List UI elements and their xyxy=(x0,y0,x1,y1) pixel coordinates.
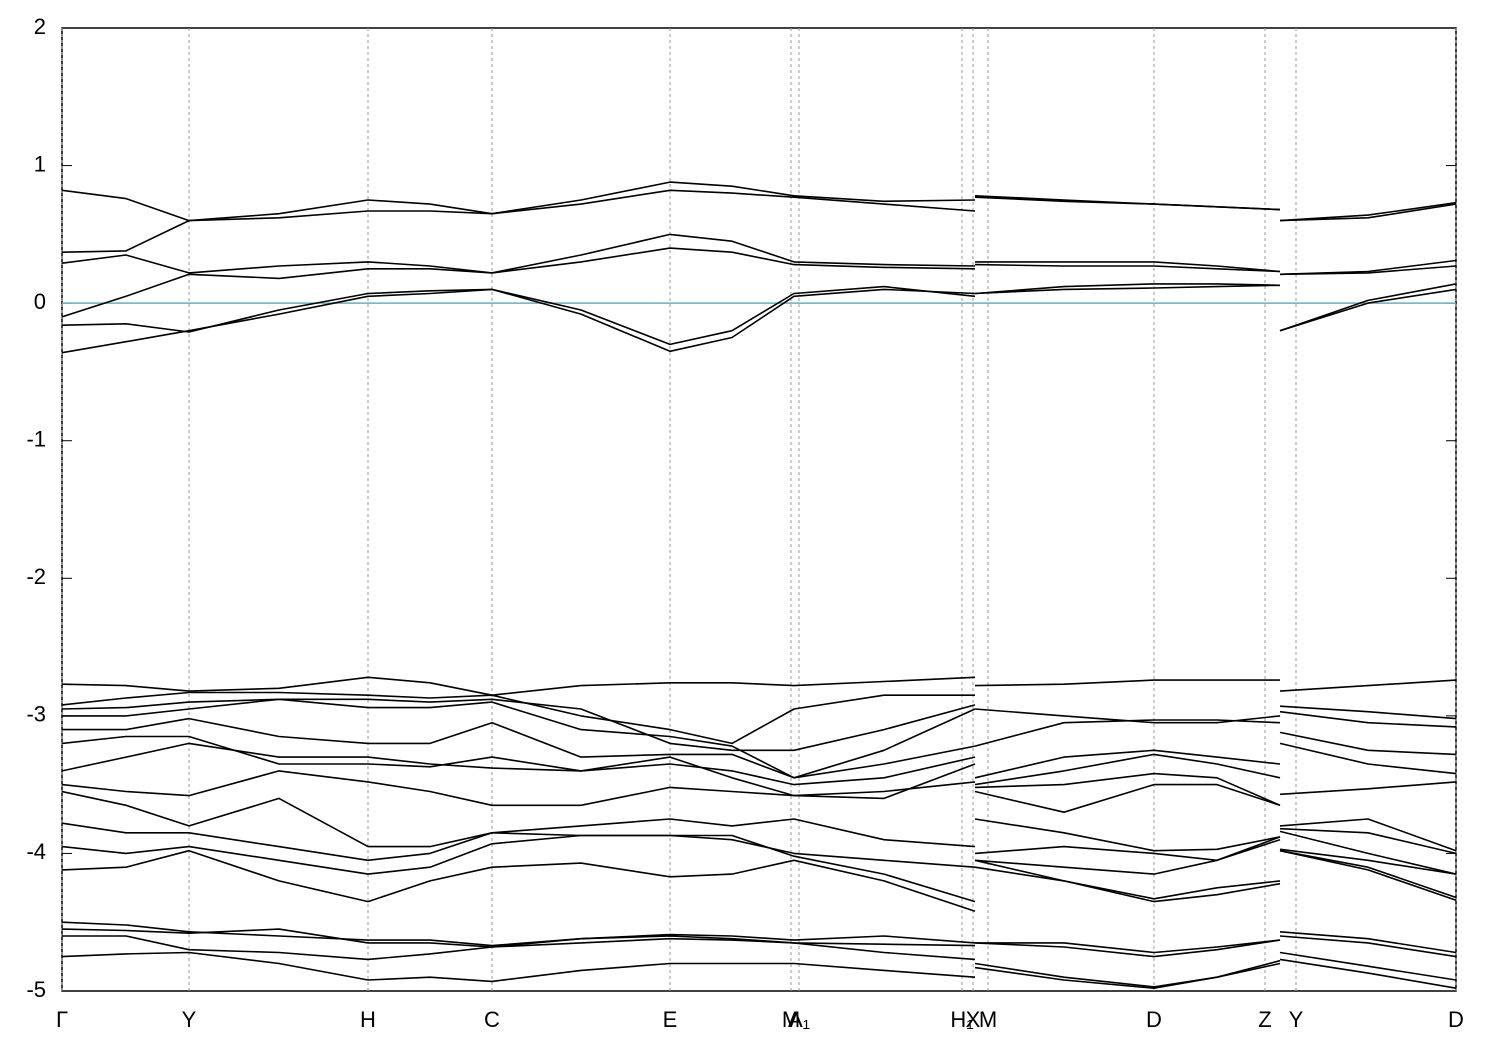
band-line xyxy=(62,698,1456,779)
band-line xyxy=(62,935,1456,988)
band-line xyxy=(62,189,1456,253)
x-tick-label: M xyxy=(782,1007,800,1032)
y-tick-label: -2 xyxy=(26,564,46,589)
y-tick-label: -3 xyxy=(26,702,46,727)
band-line xyxy=(62,284,1456,354)
x-tick-label: Y xyxy=(182,1007,197,1032)
x-tick-label: H₁ xyxy=(950,1007,973,1032)
y-tick-label: 1 xyxy=(34,151,46,176)
band-line xyxy=(62,233,1456,276)
y-tick-label: 0 xyxy=(34,289,46,314)
x-tick-label: Y xyxy=(1289,1007,1304,1032)
band-line xyxy=(62,849,1456,912)
band-line xyxy=(62,790,1456,875)
bands xyxy=(62,181,1456,989)
band-line xyxy=(62,181,1456,222)
x-tick-label: D xyxy=(1146,1007,1162,1032)
y-tick-label: -1 xyxy=(26,427,46,452)
y-tick-label: -4 xyxy=(26,839,46,864)
band-line xyxy=(62,822,1456,875)
x-tick-label: Z xyxy=(1258,1007,1271,1032)
band-line xyxy=(62,770,1456,855)
x-tick-label: M xyxy=(979,1007,997,1032)
band-line xyxy=(62,834,1456,903)
band-line xyxy=(62,951,1456,989)
band-line xyxy=(62,735,1456,807)
x-tick-label: H xyxy=(360,1007,376,1032)
x-tick-label: A₁ xyxy=(788,1007,810,1032)
band-line xyxy=(62,921,1456,954)
x-tick-label: D xyxy=(1448,1007,1464,1032)
x-tick-label: C xyxy=(484,1007,500,1032)
plot-frame xyxy=(61,27,1457,992)
band-line xyxy=(62,283,1456,346)
band-line xyxy=(62,247,1456,318)
y-tick-label: -5 xyxy=(26,977,46,1002)
band-line xyxy=(62,717,1456,786)
x-tick-label: Γ xyxy=(56,1007,68,1032)
y-tick-label: 2 xyxy=(34,14,46,39)
x-tick-label: E xyxy=(663,1007,678,1032)
x-tick-label: X xyxy=(966,1007,981,1032)
band-line xyxy=(62,698,1456,752)
